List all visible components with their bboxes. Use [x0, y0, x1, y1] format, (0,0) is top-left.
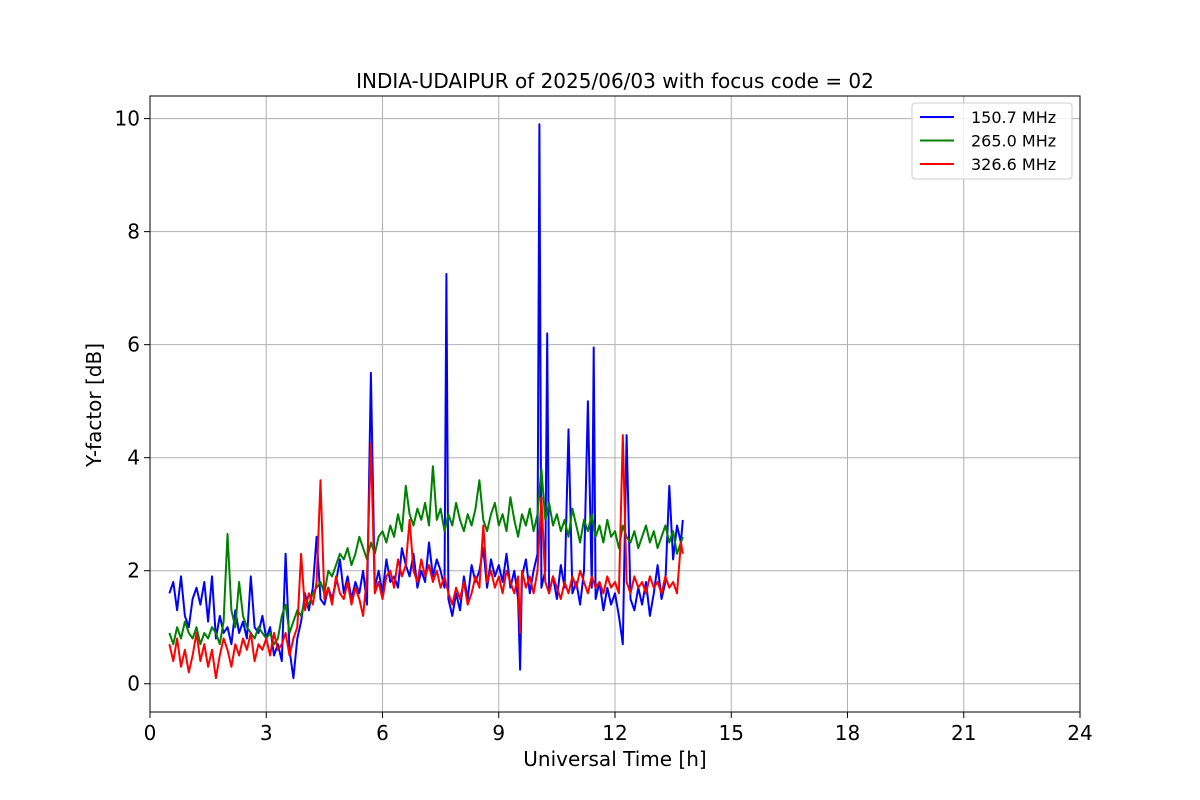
x-tick-label: 0 — [144, 721, 157, 745]
x-tick-label: 18 — [835, 721, 860, 745]
legend-box — [911, 102, 1073, 180]
x-ticks: 0 3 6 9 12 15 18 21 24 — [144, 712, 1093, 745]
series-line-3 — [168, 434, 684, 680]
y-tick-label: 2 — [127, 559, 140, 583]
chart-title: INDIA-UDAIPUR of 2025/06/03 with focus c… — [356, 69, 874, 93]
legend-label: 326.6 MHz — [971, 155, 1056, 174]
legend: 150.7 MHz 265.0 MHz 326.6 MHz — [911, 102, 1073, 180]
x-tick-label: 12 — [602, 721, 627, 745]
y-axis-label: Y-factor [dB] — [82, 343, 106, 468]
y-tick-label: 10 — [115, 107, 140, 131]
series-line-2 — [168, 465, 684, 646]
x-tick-label: 24 — [1067, 721, 1092, 745]
x-tick-label: 6 — [376, 721, 389, 745]
legend-label: 265.0 MHz — [971, 132, 1056, 151]
x-tick-label: 15 — [719, 721, 744, 745]
y-tick-label: 0 — [127, 672, 140, 696]
legend-label: 150.7 MHz — [971, 108, 1056, 127]
series-line-1 — [168, 123, 684, 680]
y-tick-label: 8 — [127, 220, 140, 244]
x-tick-label: 21 — [951, 721, 976, 745]
y-ticks: 0 2 4 6 8 10 — [115, 107, 150, 696]
x-tick-label: 3 — [260, 721, 273, 745]
x-tick-label: 9 — [492, 721, 505, 745]
y-tick-label: 4 — [127, 446, 140, 470]
series-layer — [168, 123, 684, 680]
y-tick-label: 6 — [127, 333, 140, 357]
x-axis-label: Universal Time [h] — [523, 747, 706, 771]
